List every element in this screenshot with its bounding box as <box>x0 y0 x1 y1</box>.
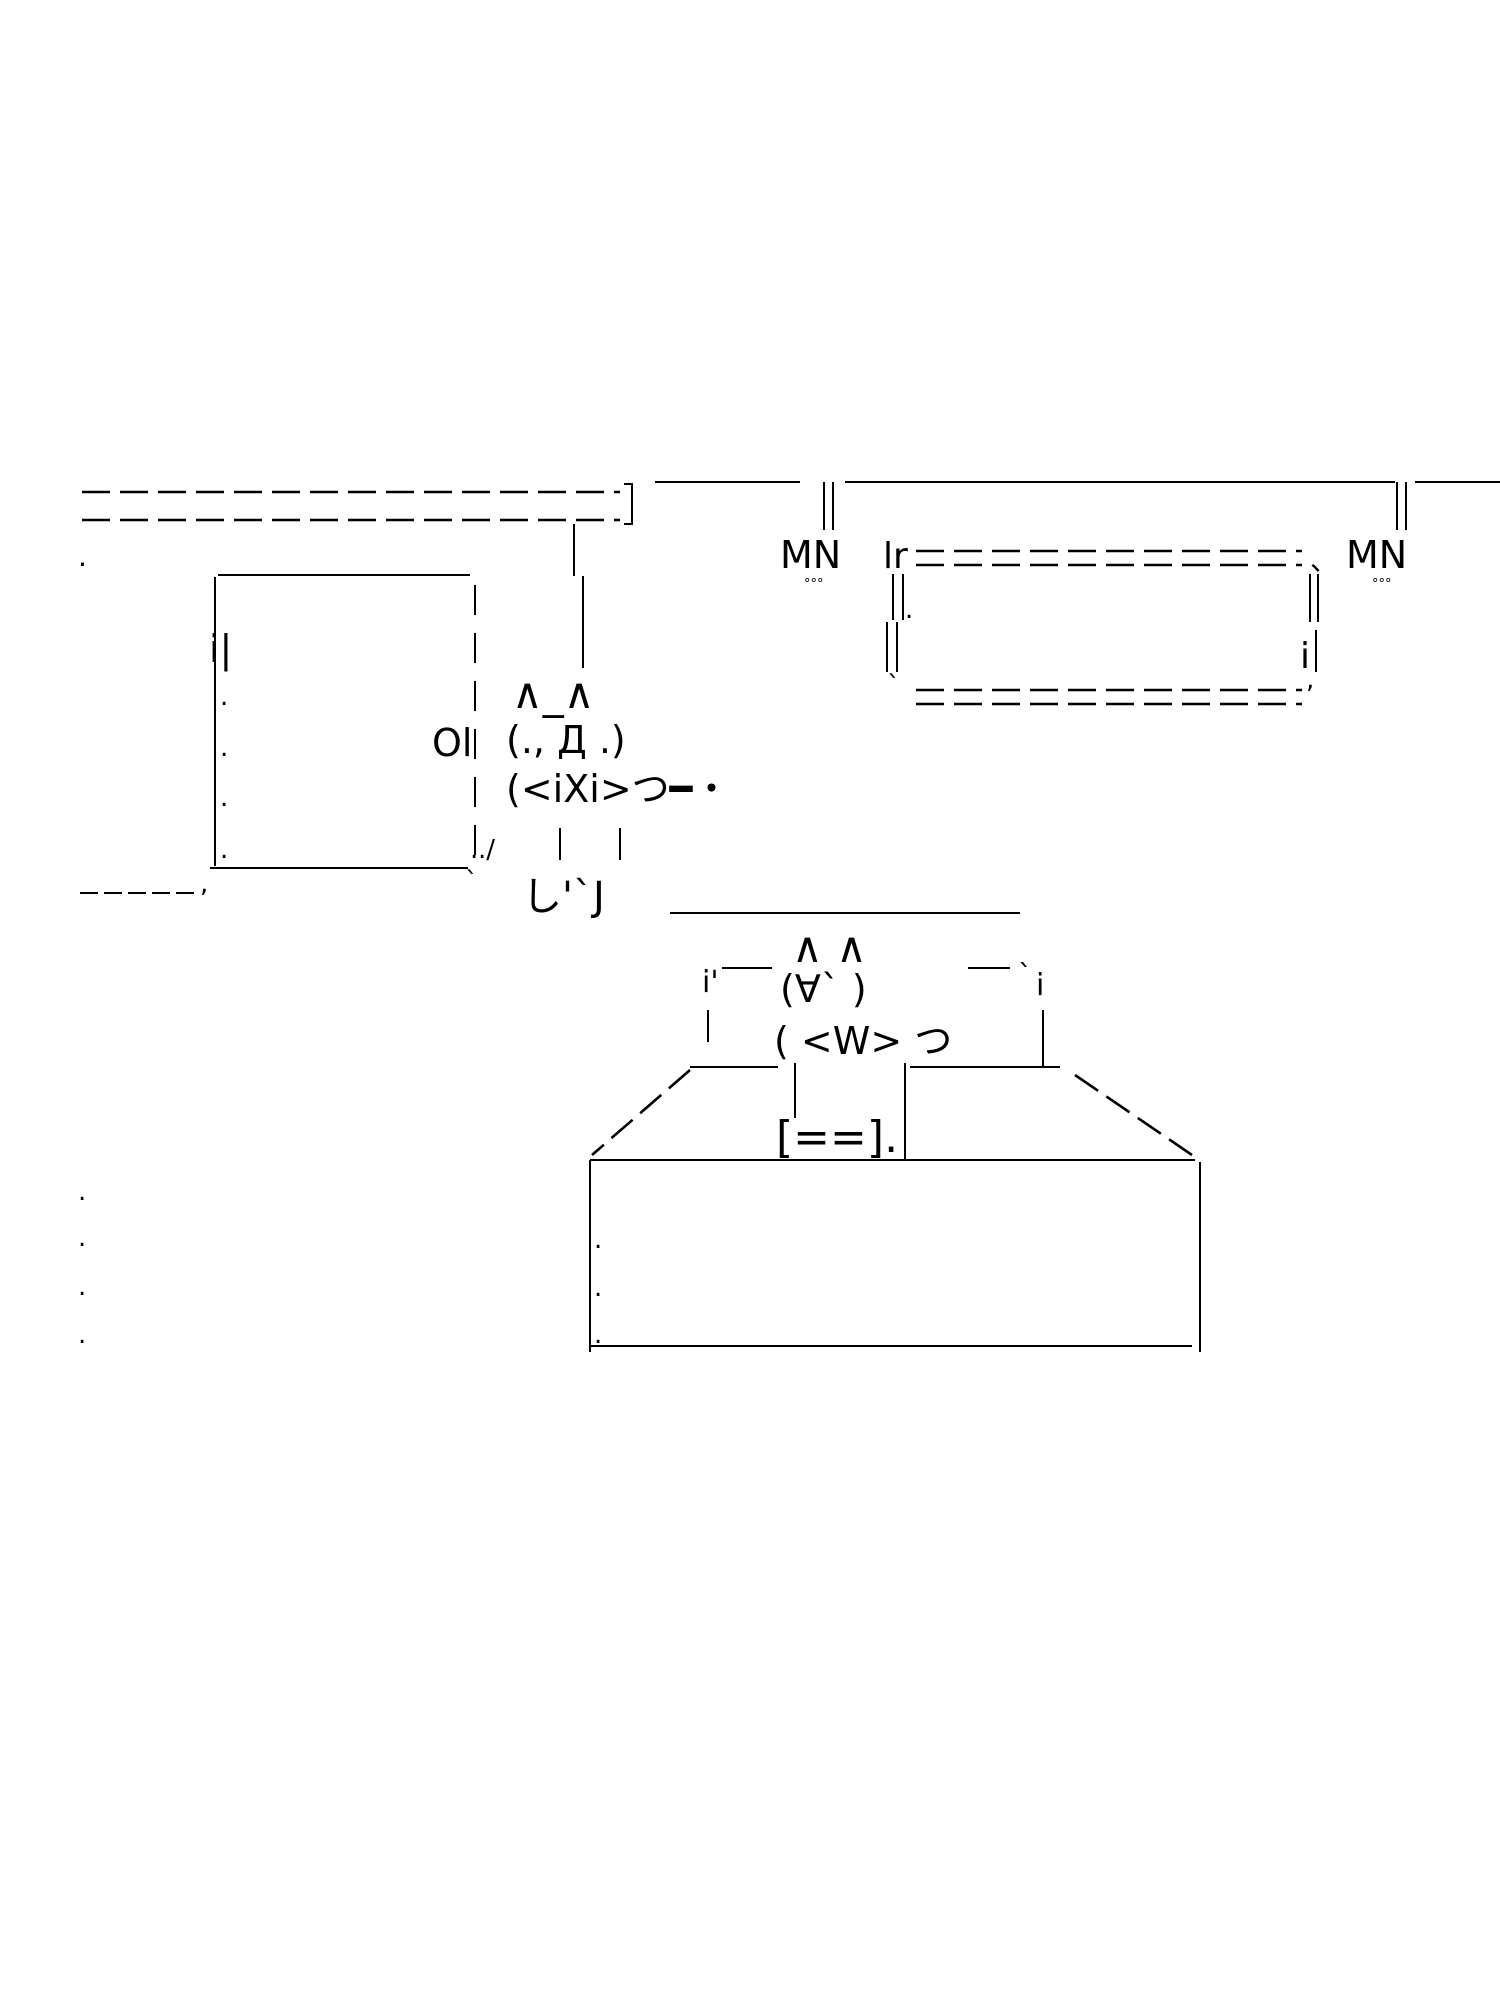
svg-text:`: ` <box>465 867 478 897</box>
svg-text:.: . <box>470 835 478 865</box>
svg-text:`: ` <box>1018 958 1032 991</box>
standing-cat: ∧_∧ (., Д .) (<iXi>つ━・ Ol ./ し'`J <box>432 669 731 920</box>
plaque-mark: [==]. <box>776 1112 898 1163</box>
standing-cat-feet: し'`J <box>522 874 605 920</box>
svg-text:.: . <box>594 1273 602 1303</box>
sitting-cat-face: (∀` ) <box>780 967 867 1011</box>
hanging-sign: lr . ` i , 、 <box>883 536 1338 706</box>
top-shelf-rail <box>82 481 1500 530</box>
svg-text:./: ./ <box>478 835 495 865</box>
svg-text:,: , <box>200 869 208 899</box>
svg-text:.: . <box>78 1223 86 1253</box>
sitting-cat: ∧ ∧ (∀` ) ( <W> つ i' ` i <box>690 923 1060 1068</box>
ring-marks-left: °°° <box>804 577 824 592</box>
svg-text:.: . <box>594 1225 602 1255</box>
mn-label-left: MN <box>780 533 841 577</box>
svg-text:i': i' <box>702 965 719 1000</box>
left-dots: . . . . <box>78 1177 86 1350</box>
svg-text:.: . <box>220 682 228 712</box>
svg-text:.: . <box>220 783 228 813</box>
standing-cat-side-mark: Ol <box>432 721 472 765</box>
sign-corner-right-mark: i <box>1300 636 1310 677</box>
sitting-cat-ears: ∧ ∧ <box>792 923 867 972</box>
svg-text:.: . <box>220 733 228 763</box>
shelf-left-mark: i| <box>209 627 232 672</box>
dot-mark: . <box>78 540 87 573</box>
svg-text:i: i <box>1036 968 1044 1003</box>
ring-marks-right: °°° <box>1372 577 1392 592</box>
svg-text:.: . <box>78 1320 86 1350</box>
svg-text:.: . <box>220 835 228 865</box>
svg-text:`: ` <box>887 671 900 701</box>
svg-text:、: 、 <box>1310 544 1338 577</box>
svg-text:,: , <box>1306 665 1314 695</box>
standing-cat-ears: ∧_∧ <box>512 669 594 718</box>
svg-text:.: . <box>78 1177 86 1207</box>
sitting-cat-body: ( <W> つ <box>774 1019 952 1063</box>
mn-label-right: MN <box>1346 533 1407 577</box>
standing-cat-face: (., Д .) <box>506 718 626 762</box>
left-cabinet: , ` . . . . . i| <box>80 574 478 899</box>
sign-corner-mark: lr <box>883 536 908 577</box>
standing-cat-body: (<iXi>つ━・ <box>506 767 731 811</box>
svg-text:.: . <box>905 595 913 625</box>
svg-text:.: . <box>78 1272 86 1302</box>
svg-text:.: . <box>594 1320 602 1350</box>
counter-box: . . . [==]. <box>589 1063 1201 1352</box>
